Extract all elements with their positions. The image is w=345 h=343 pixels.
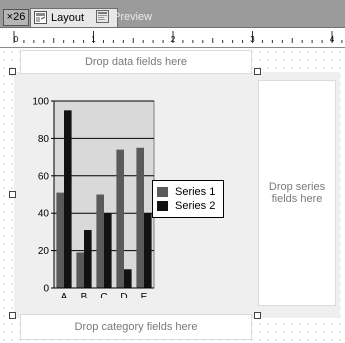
legend-swatch-series-1	[157, 187, 168, 197]
y-axis-tick-label: 80	[38, 134, 50, 145]
legend-label-series-2: Series 2	[175, 200, 216, 212]
ruler-number: 1	[91, 35, 96, 44]
ruler-ticks: 0 1 2 3 4	[13, 31, 343, 44]
y-axis-tick-label: 0	[43, 284, 49, 295]
category-fields-dropzone[interactable]: Drop category fields here	[20, 314, 252, 340]
tab-layout-label: Layout	[51, 12, 85, 24]
category-fields-dropzone-label: Drop category fields here	[74, 321, 198, 333]
horizontal-ruler[interactable]: 0 1 2 3 4	[0, 28, 345, 48]
series-fields-dropzone[interactable]: Drop series fields here	[258, 80, 336, 306]
bar-series-2-d	[124, 269, 132, 288]
layout-icon	[34, 11, 47, 24]
bar-series-2-a	[64, 110, 72, 288]
x-axis-tick-label: C	[100, 292, 107, 298]
legend-label-series-1: Series 1	[175, 186, 216, 198]
bar-series-1-e	[136, 147, 144, 288]
x-axis-tick-label: A	[61, 292, 68, 298]
bar-series-1-b	[76, 252, 84, 288]
design-canvas[interactable]: Drop data fields here Drop series fields…	[0, 48, 345, 343]
y-axis-tick-label: 40	[38, 209, 50, 220]
y-axis-tick-label: 20	[38, 246, 50, 257]
chart-legend[interactable]: Series 1 Series 2	[152, 180, 224, 218]
ruler-number: 3	[250, 35, 255, 44]
series-fields-dropzone-label: Drop series fields here	[268, 181, 326, 205]
bar-series-2-e	[144, 213, 152, 288]
bar-series-2-b	[84, 230, 92, 288]
bar-chart[interactable]: 0 20 40 60 80 100 A B C D E	[22, 88, 192, 298]
bar-series-1-d	[116, 149, 124, 288]
ruler-number: 0	[14, 35, 19, 44]
resize-handle-top-middle[interactable]	[254, 68, 261, 75]
resize-handle-bottom-middle[interactable]	[254, 312, 261, 319]
close-tab-button[interactable]: ×26	[3, 9, 29, 26]
ruler-number: 2	[171, 35, 176, 44]
y-axis-tick-label: 60	[38, 171, 50, 182]
tab-preview-label: Preview	[113, 11, 153, 23]
x-axis-tick-label: B	[81, 292, 88, 298]
preview-icon	[96, 10, 109, 23]
ruler-number: 4	[330, 35, 335, 44]
tab-preview[interactable]: Preview	[93, 8, 179, 26]
resize-handle-top-left[interactable]	[9, 68, 16, 75]
x-axis-tick-label: D	[120, 292, 127, 298]
y-axis-tick-label: 100	[32, 97, 49, 108]
designer-tab-bar: ×26 Layout Preview	[0, 0, 345, 28]
legend-swatch-series-2	[157, 201, 168, 211]
data-fields-dropzone-label: Drop data fields here	[84, 56, 188, 68]
bar-series-2-c	[104, 213, 112, 288]
bar-series-1-c	[96, 194, 104, 288]
resize-handle-middle-left[interactable]	[9, 191, 16, 198]
bar-series-1-a	[56, 192, 64, 288]
resize-handle-bottom-left[interactable]	[9, 312, 16, 319]
data-fields-dropzone[interactable]: Drop data fields here	[20, 50, 252, 74]
x-axis-tick-label: E	[141, 292, 148, 298]
